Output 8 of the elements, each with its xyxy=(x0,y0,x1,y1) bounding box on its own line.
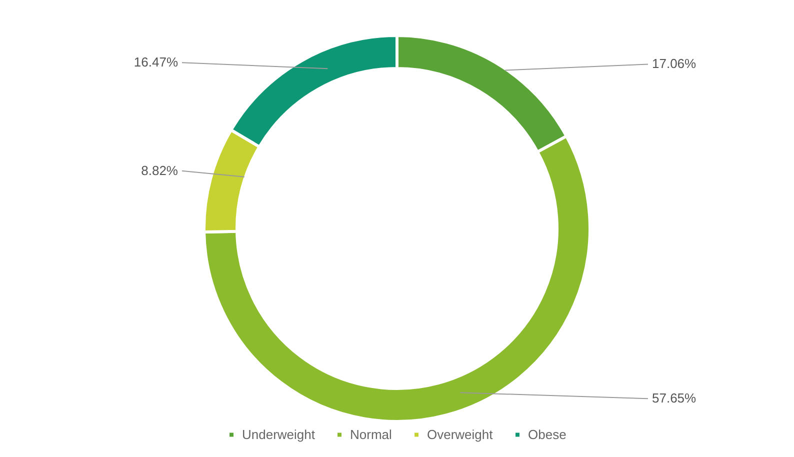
data-label: 57.65% xyxy=(652,390,697,406)
data-label: 17.06% xyxy=(652,56,697,72)
legend-label: Obese xyxy=(528,426,566,442)
data-label: 8.82% xyxy=(141,162,178,178)
data-label: 16.47% xyxy=(134,54,178,70)
legend-label: Underweight xyxy=(242,426,316,442)
legend-label: Normal xyxy=(350,426,392,442)
legend-label: Overweight xyxy=(427,426,494,442)
